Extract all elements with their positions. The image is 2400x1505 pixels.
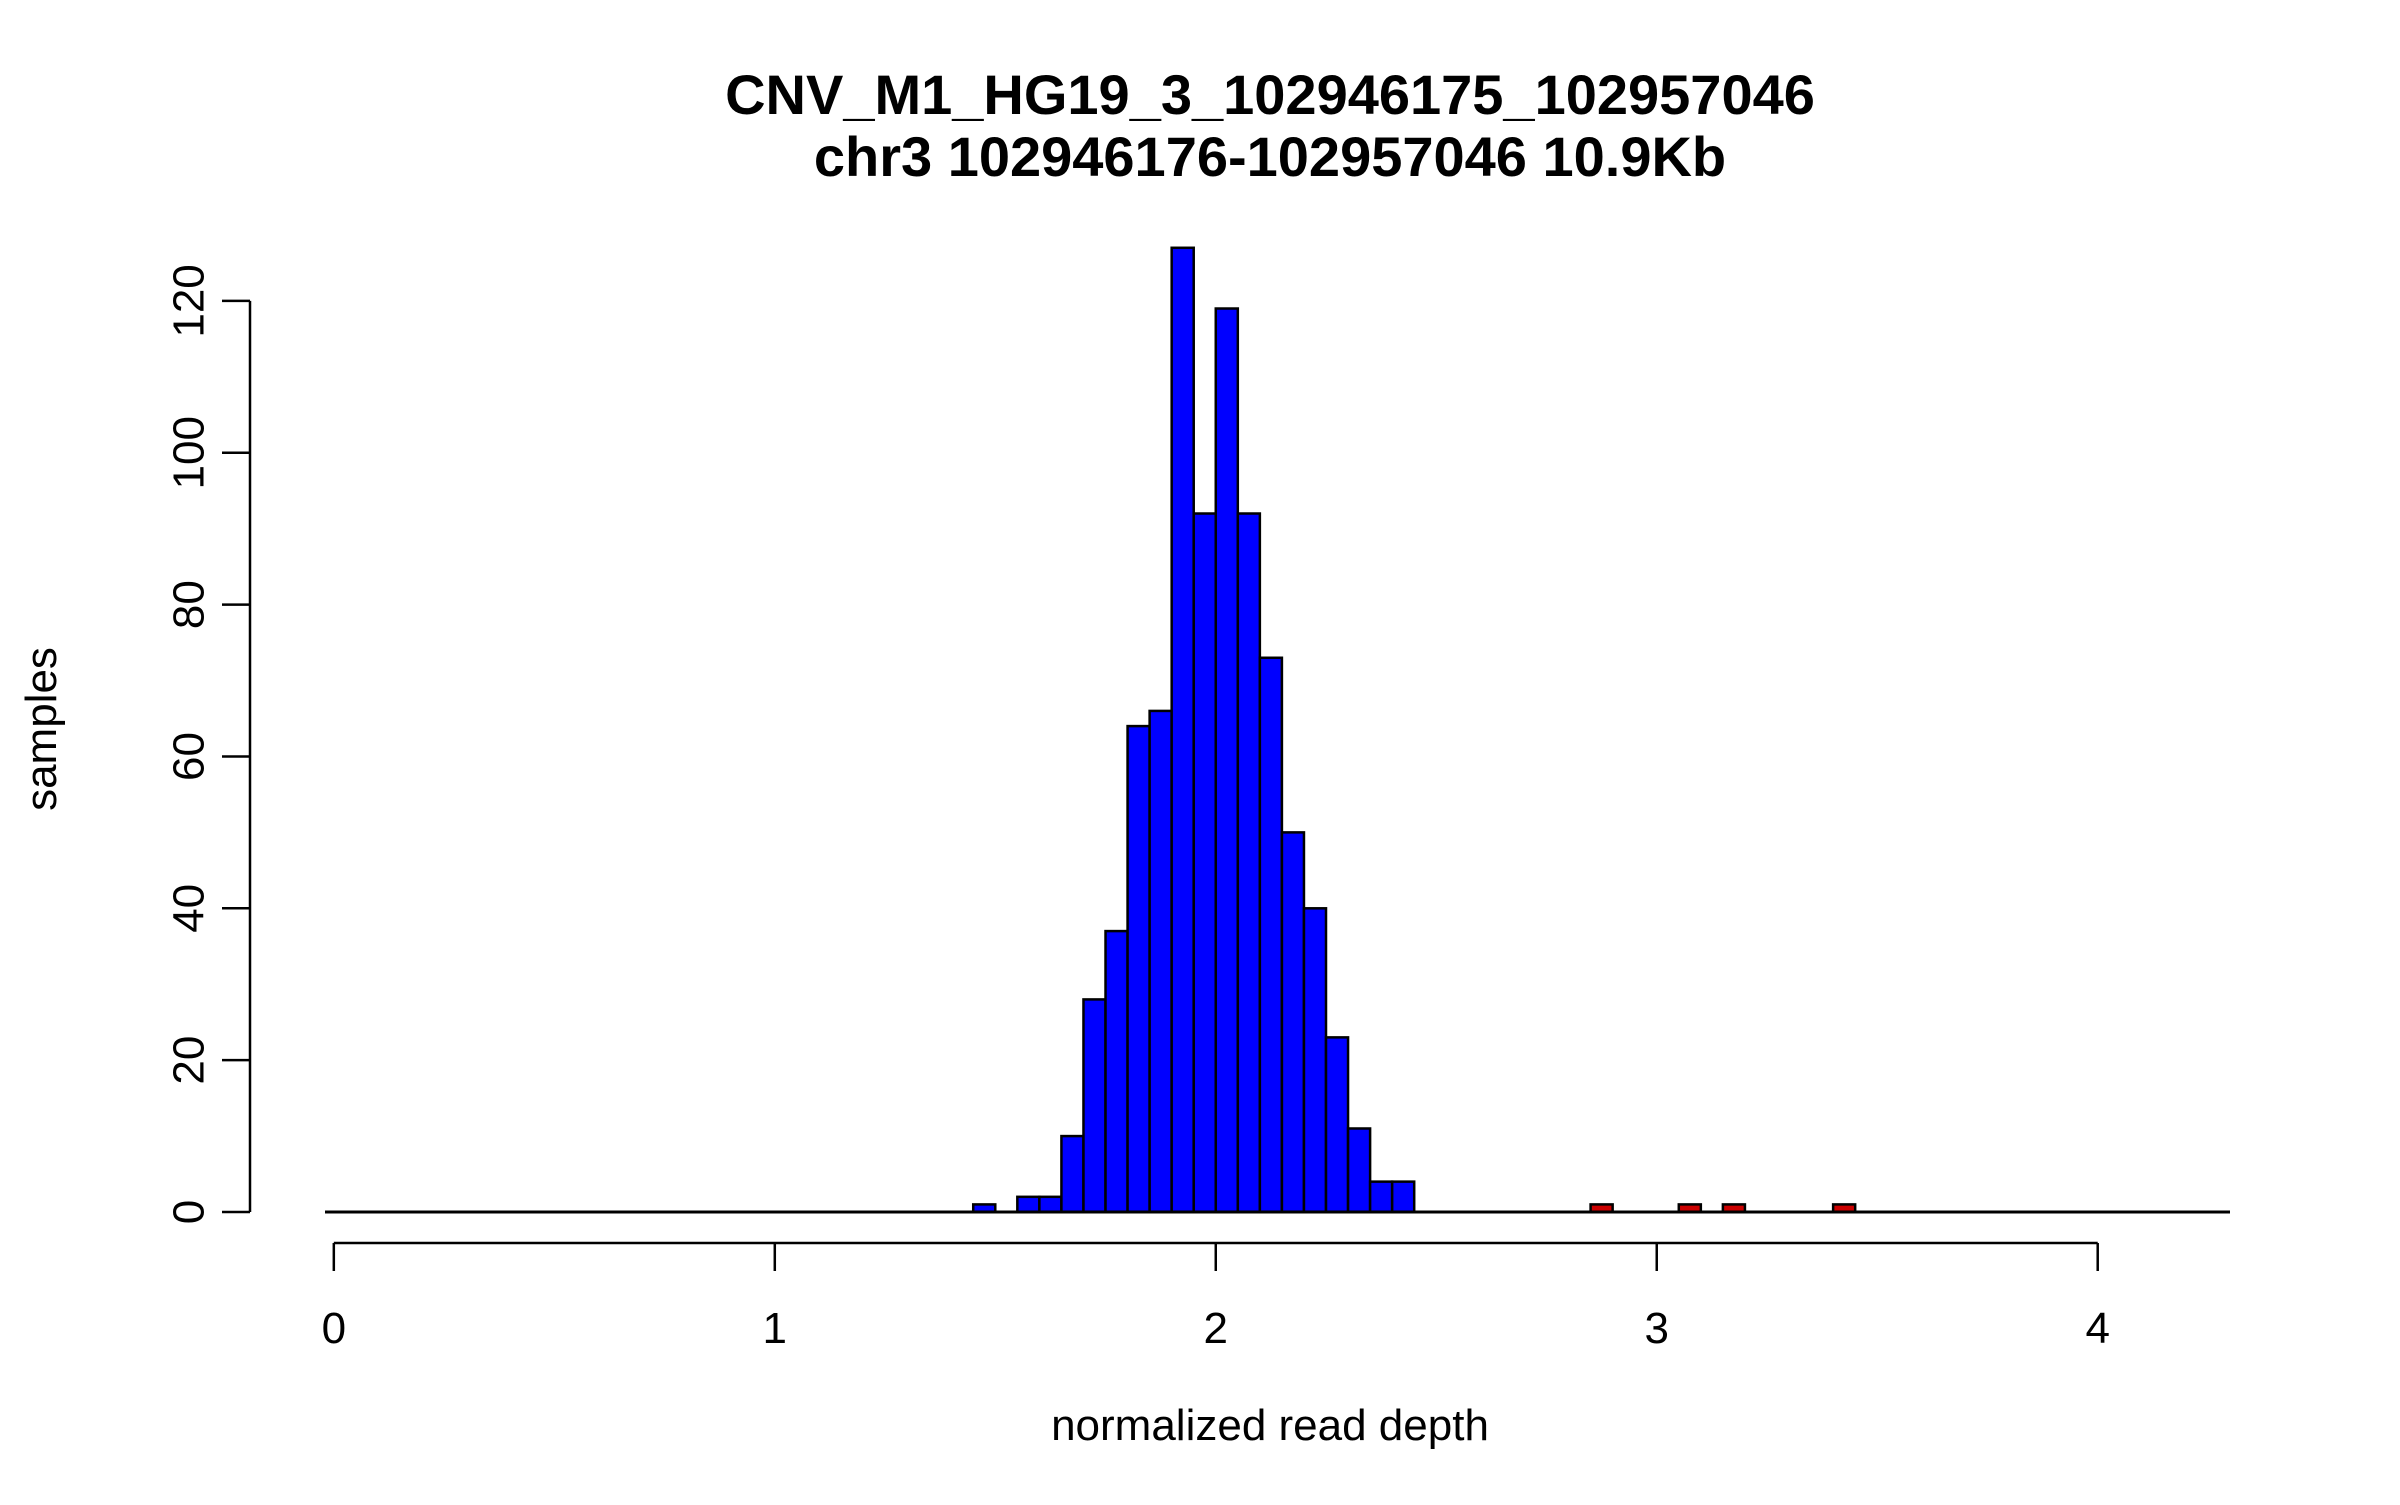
histogram-bar: [1082, 998, 1107, 1214]
histogram-bar: [1148, 709, 1173, 1214]
histogram-bar: [1302, 907, 1328, 1214]
histogram-bar: [1236, 512, 1262, 1214]
histogram-bar: [1170, 246, 1195, 1214]
histogram-bar: [1346, 1127, 1372, 1214]
histogram-bar: [1060, 1134, 1085, 1214]
x-tick-label: 4: [2085, 1304, 2109, 1353]
y-tick-label: 20: [164, 1036, 213, 1085]
histogram-bar: [1324, 1036, 1350, 1214]
y-tick-label: 120: [164, 264, 213, 337]
x-tick-label: 1: [763, 1304, 787, 1353]
histogram-bar: [1258, 656, 1284, 1214]
y-tick-label: 100: [164, 416, 213, 489]
x-tick-label: 3: [1644, 1304, 1668, 1353]
histogram-bar: [1214, 307, 1240, 1214]
x-tick-label: 0: [322, 1304, 346, 1353]
x-tick-label: 2: [1204, 1304, 1228, 1353]
chart-subtitle: chr3 102946176-102957046 10.9Kb: [814, 125, 1726, 188]
histogram-bar: [1038, 1195, 1063, 1214]
histogram-bar: [1390, 1180, 1416, 1214]
chart-title: CNV_M1_HG19_3_102946175_102957046: [725, 63, 1815, 126]
x-axis: 0 1 2 3 4: [322, 1241, 2110, 1353]
histogram-bars: [971, 246, 1857, 1214]
y-tick-label: 0: [164, 1200, 213, 1224]
y-tick-label: 40: [164, 884, 213, 933]
histogram-bar: [1016, 1195, 1041, 1214]
histogram-bar: [1126, 724, 1151, 1214]
y-axis: 0 20 40 60 80 100 120: [164, 264, 252, 1224]
histogram-bar: [1368, 1180, 1394, 1214]
x-axis-label: normalized read depth: [1051, 1401, 1489, 1450]
y-tick-label: 80: [164, 580, 213, 629]
histogram-bar: [1104, 929, 1129, 1214]
y-tick-label: 60: [164, 732, 213, 781]
histogram-bar: [1280, 831, 1306, 1214]
histogram-bar: [1192, 512, 1218, 1214]
y-axis-label: samples: [17, 647, 66, 811]
